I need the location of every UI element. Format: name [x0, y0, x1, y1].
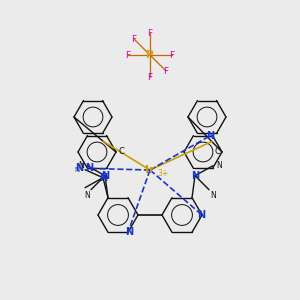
Text: N: N: [85, 164, 94, 173]
Text: F: F: [147, 28, 153, 38]
Text: F: F: [131, 34, 136, 43]
Text: N: N: [99, 173, 107, 183]
Text: F: F: [169, 50, 175, 59]
Text: N: N: [75, 163, 83, 173]
Text: N: N: [206, 130, 214, 140]
Text: 3+: 3+: [158, 169, 169, 178]
Text: C: C: [118, 148, 124, 157]
Text: N: N: [125, 227, 133, 237]
Text: N: N: [84, 191, 90, 200]
Text: F: F: [147, 73, 153, 82]
Text: N: N: [197, 210, 205, 220]
Text: N: N: [101, 171, 109, 181]
Text: N: N: [74, 167, 80, 173]
Text: Ir: Ir: [145, 165, 155, 175]
Text: F: F: [125, 50, 130, 59]
Text: N: N: [191, 171, 199, 181]
Text: C: C: [214, 148, 220, 157]
Text: N: N: [210, 191, 216, 200]
Text: N: N: [78, 161, 84, 170]
Text: F: F: [164, 67, 169, 76]
Text: P: P: [146, 50, 154, 60]
Text: N: N: [216, 161, 222, 170]
